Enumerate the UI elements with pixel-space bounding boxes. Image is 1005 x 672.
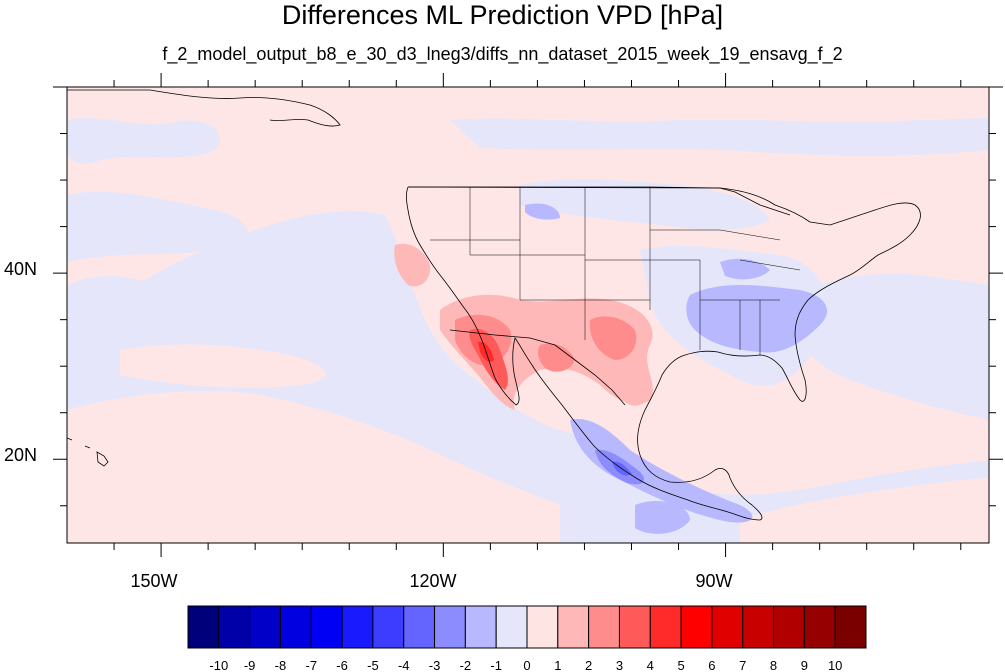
colorbar-swatch bbox=[279, 605, 312, 649]
colorbar-swatch bbox=[680, 605, 713, 649]
colorbar-swatch bbox=[249, 605, 281, 649]
colorbar-swatch bbox=[618, 605, 651, 649]
colorbar-label: 5 bbox=[677, 658, 684, 672]
map-frame bbox=[66, 86, 990, 544]
contour-coahuila-positive bbox=[537, 343, 575, 372]
x-tick-label-120w: 120W bbox=[409, 571, 456, 591]
colorbar-label: 6 bbox=[708, 658, 715, 672]
colorbar-swatch bbox=[834, 605, 867, 649]
colorbar-swatch bbox=[464, 605, 497, 649]
alaska-coastline bbox=[67, 89, 341, 127]
x-tick-label-90w: 90W bbox=[695, 571, 732, 591]
colorbar-swatch bbox=[495, 605, 528, 649]
colorbar-label: -1 bbox=[490, 658, 502, 672]
y-axis-labels: 40N 20N bbox=[4, 259, 37, 465]
contour-atlantic-east bbox=[780, 273, 989, 420]
colorbar-label: -9 bbox=[244, 658, 256, 672]
colorbar-swatch bbox=[403, 605, 436, 649]
colorbar-swatch bbox=[557, 605, 590, 649]
contour-pink-ocean-southeast bbox=[740, 478, 989, 543]
contour-california-positive bbox=[394, 243, 431, 287]
coastline-layer bbox=[67, 89, 921, 521]
colorbar-swatch bbox=[711, 605, 744, 649]
contour-pacific-north bbox=[67, 117, 221, 165]
colorbar-label: -10 bbox=[209, 658, 228, 672]
contour-pacific-west-north bbox=[67, 191, 248, 262]
contour-mexico-negative bbox=[570, 419, 753, 523]
colorbar-swatch bbox=[187, 605, 220, 649]
state-lines bbox=[430, 187, 801, 355]
colorbar: -10 -9 -8 -7 -6 -5 -4 -3 -2 -1 0 1 2 3 4 5 6 7 8 9 10 bbox=[187, 605, 867, 672]
contour-pink-ocean-south bbox=[67, 390, 560, 543]
colorbar-label: 8 bbox=[770, 658, 777, 672]
colorbar-swatch bbox=[649, 605, 682, 649]
contour-north-negative bbox=[525, 203, 560, 220]
colorbar-label: 7 bbox=[739, 658, 746, 672]
y-tick-label-20n: 20N bbox=[4, 445, 37, 465]
chart-title: Differences ML Prediction VPD [hPa] bbox=[281, 0, 724, 30]
us-mexico-border bbox=[449, 329, 626, 406]
contour-gulf-coast-positive bbox=[617, 368, 652, 406]
colorbar-label: 1 bbox=[554, 658, 561, 672]
colorbar-swatch bbox=[526, 605, 559, 649]
colorbar-label: -7 bbox=[305, 658, 317, 672]
colorbar-label: 0 bbox=[523, 658, 530, 672]
colorbar-swatch bbox=[434, 605, 466, 649]
contour-texas-positive bbox=[589, 316, 637, 360]
contour-midsouth-negative bbox=[720, 258, 770, 280]
colorbar-label: 3 bbox=[616, 658, 623, 672]
colorbar-label: -8 bbox=[275, 658, 287, 672]
colorbar-label: -3 bbox=[429, 658, 441, 672]
colorbar-label: -5 bbox=[367, 658, 379, 672]
north-america-coastline bbox=[406, 186, 921, 521]
contour-pacific-west bbox=[67, 275, 160, 330]
colorbar-label: -6 bbox=[336, 658, 348, 672]
contour-pacific-offshore-negative bbox=[635, 500, 690, 534]
colorbar-label: 10 bbox=[828, 658, 842, 672]
us-canada-border bbox=[407, 186, 791, 216]
x-tick-label-150w: 150W bbox=[130, 571, 177, 591]
axis-ticks bbox=[53, 73, 1003, 557]
contour-southeast-us-negative bbox=[686, 285, 828, 353]
x-axis-labels: 150W 120W 90W bbox=[130, 571, 732, 591]
colorbar-swatch bbox=[372, 605, 405, 649]
colorbar-label: 2 bbox=[585, 658, 592, 672]
colorbar-label: -4 bbox=[398, 658, 410, 672]
colorbar-swatch bbox=[218, 605, 251, 649]
colorbar-swatch bbox=[310, 605, 343, 649]
colorbar-swatch bbox=[803, 605, 836, 649]
colorbar-label: -2 bbox=[460, 658, 472, 672]
chart-subtitle: f_2_model_output_b8_e_30_d3_lneg3/diffs_… bbox=[162, 44, 843, 64]
colorbar-swatch bbox=[742, 605, 775, 649]
colorbar-swatch bbox=[341, 605, 374, 649]
colorbar-swatch bbox=[588, 605, 620, 649]
contour-pink-ocean-mid bbox=[120, 344, 326, 388]
contour-north-central bbox=[520, 179, 770, 230]
colorbar-label: 4 bbox=[647, 658, 654, 672]
contour-canada-band bbox=[450, 118, 989, 156]
contour-fill-layer bbox=[67, 117, 989, 543]
colorbar-label: 9 bbox=[801, 658, 808, 672]
hawaii-islands bbox=[67, 437, 109, 467]
colorbar-swatch bbox=[773, 605, 805, 649]
y-tick-label-40n: 40N bbox=[4, 259, 37, 279]
